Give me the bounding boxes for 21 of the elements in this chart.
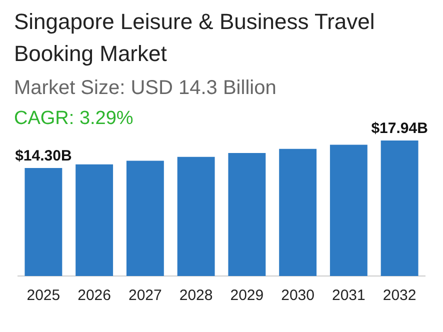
bar <box>330 144 368 276</box>
data-label: $14.30B <box>15 148 72 165</box>
x-tick-label: 2029 <box>230 287 264 304</box>
bar <box>126 160 164 276</box>
bar <box>177 156 215 276</box>
bar <box>76 164 114 276</box>
chart-subtitle: Market Size: USD 14.3 Billion <box>13 76 278 101</box>
x-tick-label: 2027 <box>128 287 162 304</box>
bar <box>380 140 418 276</box>
x-tick-label: 2031 <box>332 287 366 304</box>
x-tick-label: 2026 <box>78 287 111 304</box>
text: CAGR: 3.29% <box>14 108 134 129</box>
x-tick-label: 2032 <box>382 287 416 304</box>
x-tick-label: 2025 <box>26 287 60 304</box>
chart-title: Singapore Leisure & Business Travel Booking Market <box>13 8 376 68</box>
x-tick-label: 2028 <box>179 287 213 304</box>
bar <box>279 148 317 276</box>
bar <box>228 152 266 276</box>
x-tick-label: 2030 <box>281 287 314 304</box>
data-label: $17.94B <box>371 120 428 138</box>
bar <box>24 168 62 276</box>
